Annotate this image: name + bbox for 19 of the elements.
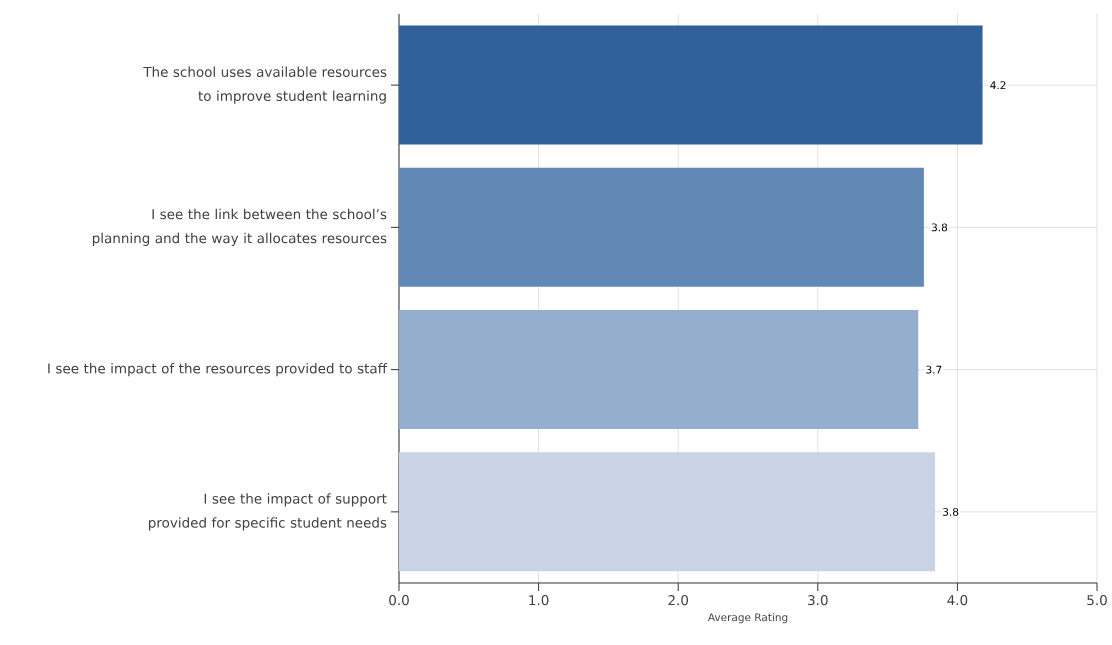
x-tick-label: 5.0: [1087, 595, 1107, 606]
y-tick-label: I see the link between the school’s planning and the way it allocates resources: [92, 208, 387, 246]
x-tick-label: 2.0: [668, 595, 689, 606]
y-tick-label: I see the impact of the resources provided to staff: [48, 363, 388, 377]
x-tick-label: 3.0: [808, 595, 828, 606]
y-tick-label: I see the impact of support provided for specific student needs: [148, 493, 387, 531]
bar: [399, 167, 924, 287]
y-tick-label: The school uses available resources to improve student learning: [143, 66, 387, 104]
x-tick-label: 0.0: [389, 595, 409, 606]
bar: [399, 25, 983, 145]
data-label: 3.7: [926, 365, 942, 374]
data-label: 3.8: [943, 507, 959, 516]
x-tick-label: 4.0: [947, 595, 968, 606]
bar: [399, 452, 936, 572]
x-tick-label: 1.0: [529, 595, 549, 606]
data-label: 3.8: [931, 223, 948, 232]
x-axis-title: Average Rating: [707, 613, 788, 624]
bar: [399, 310, 919, 430]
data-label: 4.2: [990, 81, 1006, 90]
